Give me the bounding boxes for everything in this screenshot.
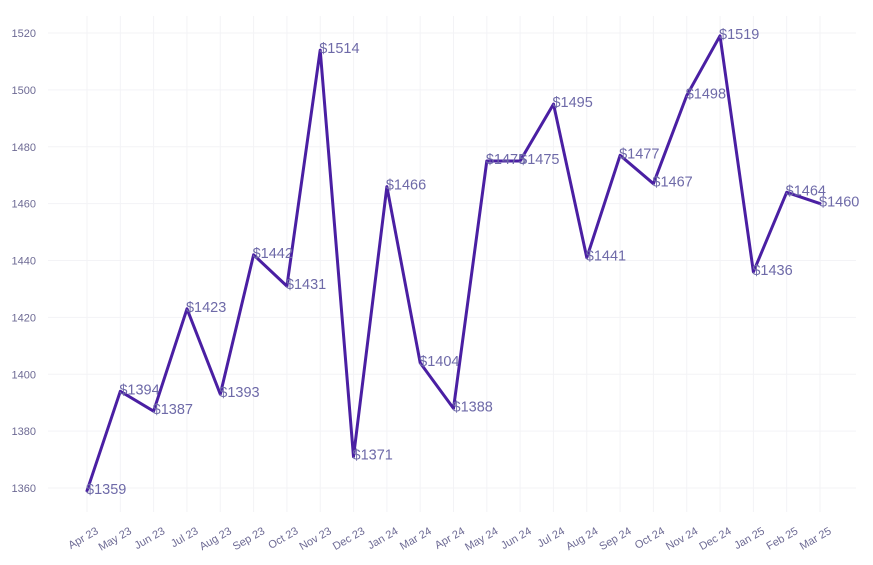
x-tick-label: Jul 23: [169, 525, 200, 550]
x-tick-label: Nov 23: [298, 525, 334, 553]
data-label: $1498: [686, 87, 726, 103]
x-tick-label: Aug 24: [564, 525, 600, 553]
x-tick-label: Apr 23: [66, 525, 100, 552]
data-label: $1423: [186, 300, 226, 316]
y-tick-label: 1520: [12, 28, 36, 40]
x-tick-label: Mar 25: [798, 525, 834, 553]
x-tick-label: Dec 24: [697, 525, 733, 553]
data-label: $1514: [319, 41, 359, 57]
data-label: $1466: [386, 178, 426, 194]
data-label: $1359: [86, 482, 126, 498]
data-label: $1477: [619, 146, 659, 162]
data-label: $1441: [586, 249, 626, 265]
data-label: $1436: [752, 263, 792, 279]
data-label: $1404: [419, 354, 459, 370]
data-label: $1371: [353, 448, 393, 464]
y-tick-label: 1480: [12, 142, 36, 154]
data-label: $1519: [719, 27, 759, 43]
data-label: $1475: [486, 152, 526, 168]
y-axis-ticks: 1360 1380 1400 1420 1440 1460 1480 1500 1520: [12, 28, 36, 495]
x-tick-label: Jul 24: [536, 525, 567, 550]
x-tick-label: Nov 24: [664, 525, 700, 553]
x-tick-label: Jan 25: [732, 525, 767, 552]
x-tick-label: Jan 24: [366, 525, 401, 552]
data-label: $1393: [219, 385, 259, 401]
data-label: $1442: [253, 246, 293, 262]
x-tick-label: Sep 23: [231, 525, 267, 553]
data-labels: $1359 $1394 $1387 $1423 $1393 $1442 $1431 $1514…: [86, 27, 859, 498]
data-label: $1431: [286, 277, 326, 293]
x-tick-label: Jun 24: [499, 525, 534, 552]
series-line: [85, 34, 822, 493]
y-tick-label: 1500: [12, 85, 36, 97]
x-tick-label: Oct 24: [633, 525, 667, 552]
data-label: $1394: [119, 382, 159, 398]
y-tick-label: 1420: [12, 312, 36, 324]
x-tick-label: Sep 24: [597, 525, 633, 553]
x-tick-label: Mar 24: [398, 525, 434, 553]
y-tick-label: 1460: [12, 199, 36, 211]
x-tick-label: Apr 24: [433, 525, 467, 552]
data-label: $1460: [819, 195, 859, 211]
data-label: $1388: [453, 399, 493, 415]
data-label: $1467: [652, 175, 692, 191]
gridlines: [48, 16, 856, 512]
y-tick-label: 1440: [12, 256, 36, 268]
x-tick-label: Jun 23: [133, 525, 168, 552]
x-tick-label: Aug 23: [198, 525, 234, 553]
x-tick-label: Oct 23: [266, 525, 300, 552]
x-tick-label: May 23: [97, 525, 134, 553]
x-tick-label: May 24: [463, 525, 500, 553]
y-tick-label: 1380: [12, 426, 36, 438]
data-label: $1387: [153, 402, 193, 418]
x-tick-label: Dec 23: [331, 525, 367, 553]
data-label: $1495: [552, 95, 592, 111]
y-tick-label: 1400: [12, 369, 36, 381]
x-tick-label: Feb 25: [765, 525, 801, 553]
data-label: $1464: [786, 183, 826, 199]
y-tick-label: 1360: [12, 483, 36, 495]
data-label: $1475: [519, 152, 559, 168]
